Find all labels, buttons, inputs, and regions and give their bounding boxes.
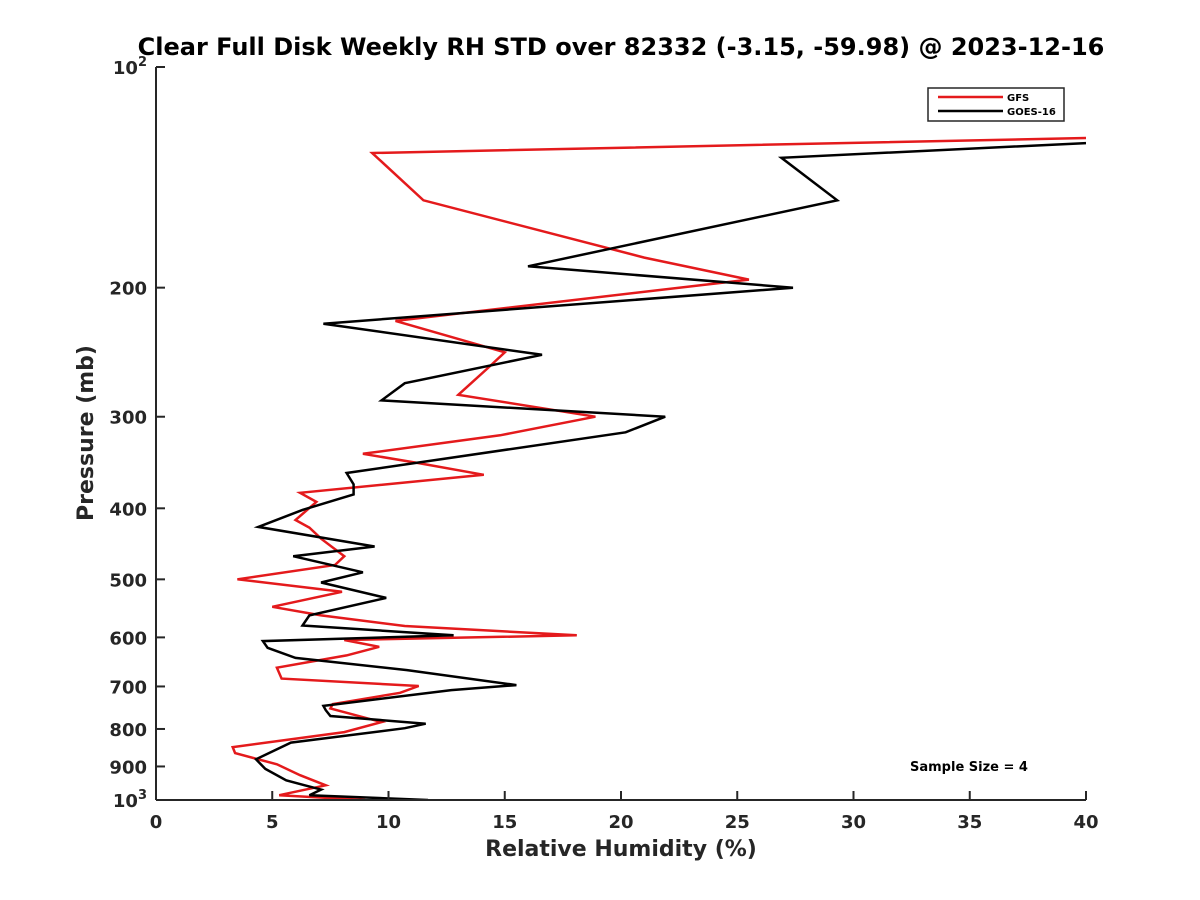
x-tick-label: 35 [957, 812, 982, 833]
x-tick-label: 30 [841, 812, 866, 833]
x-tick-label: 5 [266, 812, 279, 833]
y-tick-label: 200 [109, 279, 147, 300]
plot-area [230, 136, 1086, 800]
y-tick-label: 300 [109, 408, 147, 429]
legend-box [927, 87, 1065, 122]
legend: GFS GOES-16 [927, 87, 1065, 122]
series-line-goes16 [253, 141, 1086, 800]
y-tick-label: 400 [109, 499, 147, 520]
y-axis-ticks: 102 200 300 400 500 600 700 800 900 103 [109, 55, 165, 812]
x-tick-label: 15 [492, 812, 517, 833]
sample-size-annotation: Sample Size = 4 [910, 760, 1028, 775]
y-tick-label: 900 [109, 757, 147, 778]
y-tick-label: 600 [109, 628, 147, 649]
y-axis-label: Pressure (mb) [74, 345, 99, 521]
legend-label-goes16: GOES-16 [1007, 107, 1056, 118]
x-axis-label: Relative Humidity (%) [485, 837, 757, 862]
x-tick-label: 20 [608, 812, 633, 833]
y-tick-label: 800 [109, 720, 147, 741]
y-tick-label: 500 [109, 570, 147, 591]
x-tick-label: 25 [725, 812, 750, 833]
x-tick-label: 10 [376, 812, 401, 833]
y-tick-label: 103 [113, 788, 147, 812]
series-layer [230, 136, 1086, 800]
x-tick-label: 40 [1073, 812, 1098, 833]
x-tick-label: 0 [150, 812, 163, 833]
chart-title: Clear Full Disk Weekly RH STD over 82332… [138, 33, 1105, 61]
y-tick-label: 102 [113, 55, 147, 79]
series-line-gfs [230, 136, 1086, 800]
y-tick-label: 700 [109, 677, 147, 698]
legend-label-gfs: GFS [1007, 93, 1029, 104]
x-axis-ticks: 0 5 10 15 20 25 30 35 40 [150, 791, 1099, 833]
